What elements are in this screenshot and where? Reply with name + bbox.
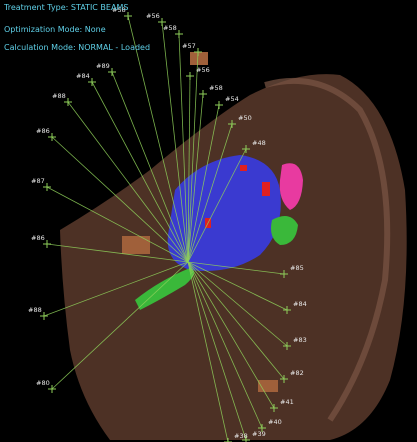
beam-label: #58 <box>209 84 223 92</box>
region-red <box>262 182 270 196</box>
marker-box <box>122 236 150 254</box>
beam-label: #87 <box>31 177 45 185</box>
beam-label: #48 <box>252 139 266 147</box>
beam-label: #82 <box>290 369 304 377</box>
beam-label: #58 <box>163 24 177 32</box>
beam-label: #88 <box>52 92 66 100</box>
beam-label: #40 <box>268 418 282 426</box>
beam-label: #39 <box>252 430 266 438</box>
region-red <box>240 165 247 171</box>
beam-label: #41 <box>280 398 294 406</box>
marker-box <box>190 52 208 65</box>
beam-label: #50 <box>238 114 252 122</box>
beam-label: #88 <box>28 306 42 314</box>
header-line: Calculation Mode: NORMAL - Loaded <box>4 43 150 52</box>
beam-label: #38 <box>234 432 248 440</box>
beam-label: #89 <box>96 62 110 70</box>
beam-label: #57 <box>182 42 196 50</box>
viewport: #58#56#58#57#89#84#56#58#54#88#50#86#48#… <box>0 0 417 442</box>
header-line: Optimization Mode: None <box>4 25 106 34</box>
beam-label: #56 <box>196 66 210 74</box>
beam-label: #83 <box>293 336 307 344</box>
beam-label: #80 <box>36 379 50 387</box>
beam-label: #86 <box>31 234 45 242</box>
beam-label: #85 <box>290 264 304 272</box>
beam-label: #56 <box>146 12 160 20</box>
page: #58#56#58#57#89#84#56#58#54#88#50#86#48#… <box>0 0 417 442</box>
beam-label: #54 <box>225 95 239 103</box>
beam-label: #84 <box>293 300 307 308</box>
beam-label: #84 <box>76 72 90 80</box>
beam-label: #86 <box>36 127 50 135</box>
header-line: Treatment Type: STATIC BEAMS <box>3 3 128 12</box>
